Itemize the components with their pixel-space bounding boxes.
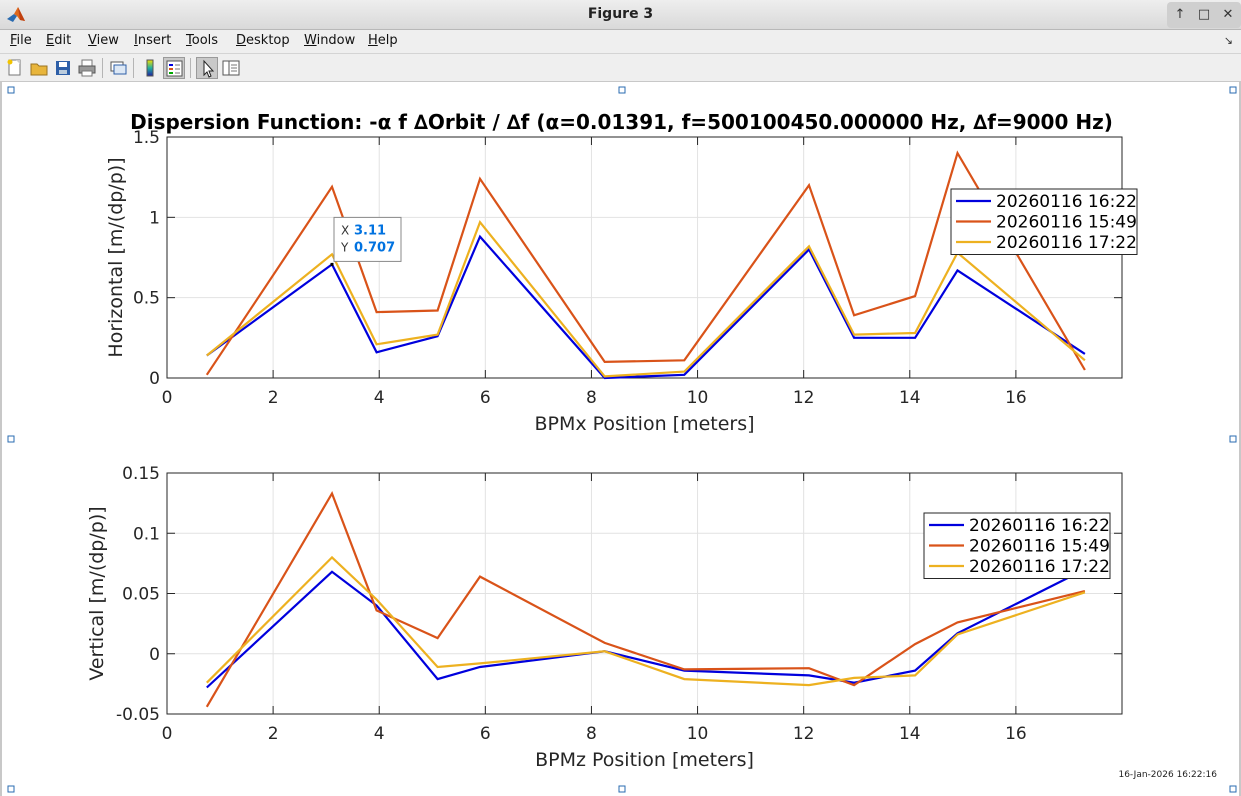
x-tick-label: 2 bbox=[268, 724, 279, 744]
menu-file[interactable]: File bbox=[10, 33, 32, 48]
selection-handle bbox=[1229, 785, 1237, 793]
legend-entry-label: 20260116 16:22 bbox=[996, 192, 1137, 212]
x-tick-label: 14 bbox=[899, 724, 921, 744]
series-line bbox=[206, 568, 1086, 689]
figure-svg: 0 2 4 6 8 10 12 14 16 0 0.5 1 1.5 BPMx Position [mete… bbox=[7, 86, 1237, 793]
y-tick-label: 0.5 bbox=[133, 289, 160, 309]
selection-handle bbox=[7, 86, 15, 94]
toolbar-separator bbox=[190, 58, 191, 78]
timestamp-label: 16-Jan-2026 16:22:16 bbox=[1118, 770, 1217, 780]
legend-entry-label: 20260116 17:22 bbox=[969, 557, 1110, 577]
y-tick-label: 0 bbox=[149, 645, 160, 665]
property-inspector-icon[interactable] bbox=[220, 57, 242, 79]
legend-entry-label: 20260116 16:22 bbox=[969, 516, 1110, 536]
chart-title: Dispersion Function: -α f ∆Orbit / ∆f (α… bbox=[130, 110, 1113, 134]
y-tick-label: 0.05 bbox=[122, 585, 160, 605]
window-titlebar[interactable]: Figure 3 ↑ □ ✕ bbox=[0, 0, 1241, 30]
selection-handle bbox=[7, 785, 15, 793]
series-line bbox=[206, 220, 1086, 378]
colorbar-icon[interactable] bbox=[139, 57, 161, 79]
x-tick-label: 8 bbox=[586, 724, 597, 744]
axes-background bbox=[167, 137, 1122, 378]
x-tick-label: 0 bbox=[162, 388, 173, 408]
datatip-y-value: 0.707 bbox=[354, 240, 395, 255]
series-line bbox=[205, 490, 1086, 708]
menu-window[interactable]: Window bbox=[304, 33, 356, 48]
legend-entry-label: 20260116 15:49 bbox=[996, 213, 1137, 233]
minimize-button[interactable]: ↑ bbox=[1174, 7, 1186, 22]
selection-handle bbox=[618, 86, 626, 94]
edit-plot-icon[interactable] bbox=[196, 57, 218, 79]
x-tick-label: 2 bbox=[268, 388, 279, 408]
legend-entry-label: 20260116 17:22 bbox=[996, 233, 1137, 253]
x-tick-label: 10 bbox=[687, 724, 709, 744]
menu-view[interactable]: View bbox=[88, 33, 119, 48]
x-tick-label: 16 bbox=[1005, 388, 1027, 408]
toolbar-separator bbox=[133, 58, 134, 78]
y-tick-label: 1 bbox=[149, 208, 160, 228]
y-tick-label: 0.15 bbox=[122, 464, 160, 484]
x-tick-label: 10 bbox=[687, 388, 709, 408]
figure-toolbar bbox=[0, 54, 1241, 82]
y-tick-label: -0.05 bbox=[116, 705, 160, 725]
open-file-icon[interactable] bbox=[28, 57, 50, 79]
x-axis-label: BPMx Position [meters] bbox=[534, 413, 754, 435]
series-line bbox=[206, 555, 1086, 687]
selection-handle bbox=[7, 435, 15, 443]
legend-entry-label: 20260116 15:49 bbox=[969, 537, 1110, 557]
datatip-y-label: Y bbox=[340, 240, 349, 254]
x-axis-label: BPMz Position [meters] bbox=[535, 749, 754, 771]
dock-arrow-icon[interactable]: ↘ bbox=[1223, 34, 1233, 47]
menu-desktop[interactable]: Desktop bbox=[236, 33, 290, 48]
datatip-box bbox=[333, 216, 402, 262]
y-tick-label: 0 bbox=[149, 369, 160, 389]
window-controls: ↑ □ ✕ bbox=[1167, 2, 1241, 28]
datatip-marker bbox=[330, 262, 334, 266]
menu-edit[interactable]: Edit bbox=[46, 33, 72, 48]
y-tick-label: 1.5 bbox=[133, 128, 160, 148]
figure-canvas[interactable]: 0 2 4 6 8 10 12 14 16 0 0.5 1 1.5 BPMx Position [mete… bbox=[0, 82, 1241, 796]
series-line bbox=[205, 150, 1086, 376]
x-tick-label: 4 bbox=[374, 724, 385, 744]
series-line bbox=[206, 234, 1086, 380]
y-axis-label: Vertical [m/(dp/p)] bbox=[86, 506, 108, 680]
x-tick-label: 12 bbox=[793, 724, 815, 744]
matlab-logo-icon bbox=[7, 7, 25, 22]
menu-tools[interactable]: Tools bbox=[186, 33, 219, 48]
maximize-button[interactable]: □ bbox=[1197, 7, 1211, 22]
x-tick-label: 4 bbox=[374, 388, 385, 408]
datatip-x-label: X bbox=[341, 223, 349, 237]
x-tick-label: 14 bbox=[899, 388, 921, 408]
menu-help[interactable]: Help bbox=[368, 33, 398, 48]
x-tick-label: 12 bbox=[793, 388, 815, 408]
y-axis-label: Horizontal [m/(dp/p)] bbox=[105, 157, 127, 357]
selection-handle bbox=[1229, 435, 1237, 443]
datatip-x-value: 3.11 bbox=[354, 223, 386, 238]
menu-insert[interactable]: Insert bbox=[134, 33, 172, 48]
menu-bar: File Edit View Insert Tools Desktop Wind… bbox=[0, 30, 1241, 54]
legend-icon[interactable] bbox=[163, 57, 185, 79]
axes-box bbox=[166, 136, 1123, 379]
x-tick-label: 0 bbox=[162, 724, 173, 744]
window-title: Figure 3 bbox=[587, 6, 654, 22]
new-figure-icon[interactable] bbox=[4, 57, 26, 79]
print-icon[interactable] bbox=[76, 57, 98, 79]
selection-handle bbox=[1229, 86, 1237, 94]
x-tick-label: 6 bbox=[480, 388, 491, 408]
close-button[interactable]: ✕ bbox=[1222, 7, 1234, 22]
selection-handle bbox=[618, 785, 626, 793]
save-icon[interactable] bbox=[52, 57, 74, 79]
y-tick-label: 0.1 bbox=[133, 524, 160, 544]
x-tick-label: 16 bbox=[1005, 724, 1027, 744]
x-tick-label: 8 bbox=[586, 388, 597, 408]
toolbar-separator bbox=[102, 58, 103, 78]
x-tick-label: 6 bbox=[480, 724, 491, 744]
link-plot-icon[interactable] bbox=[107, 57, 129, 79]
